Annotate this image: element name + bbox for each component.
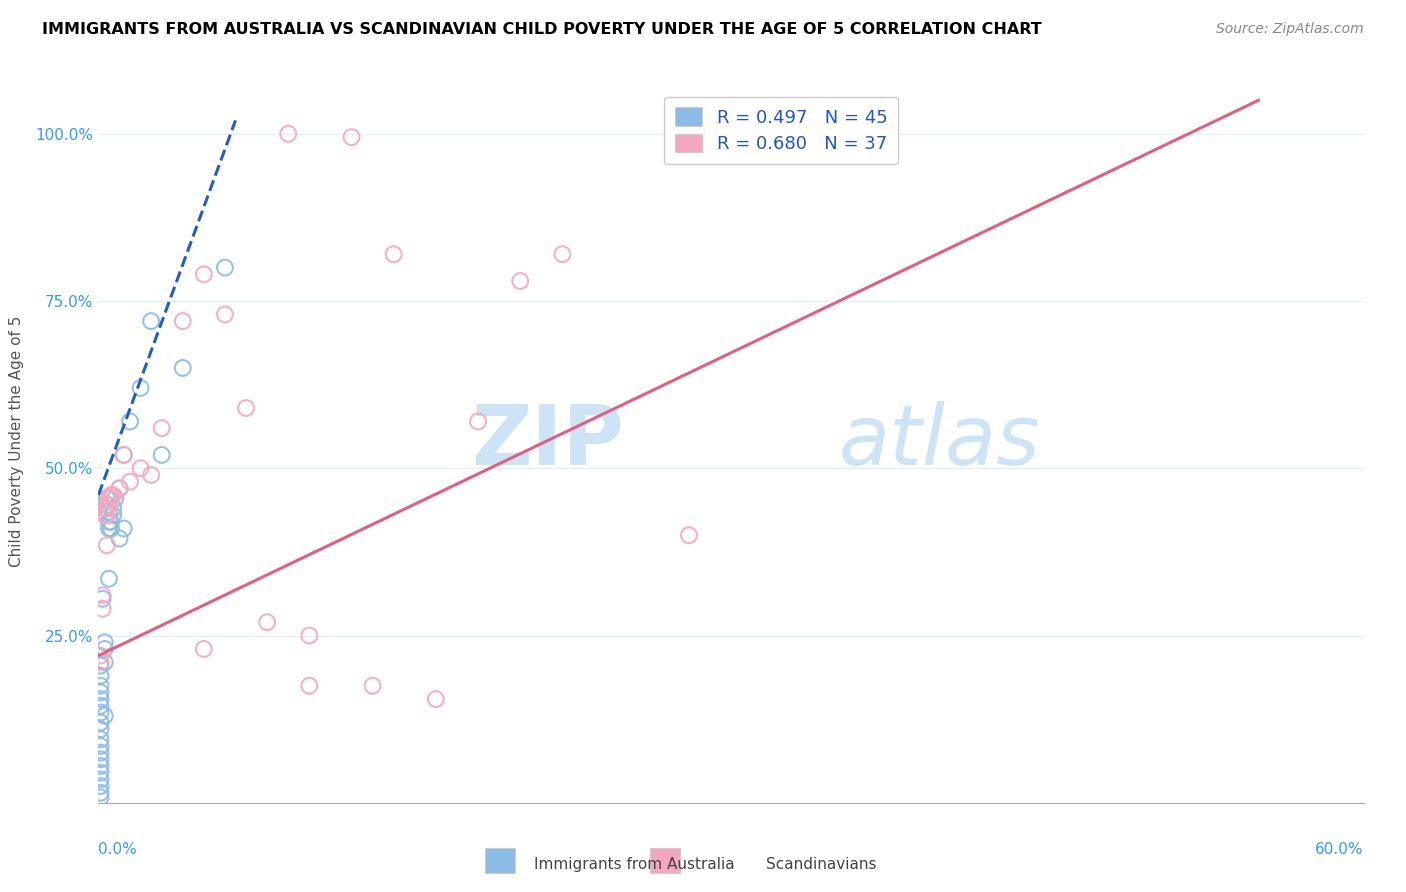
Point — [90, 698, 112, 713]
Bar — [651, 847, 681, 872]
Point — [90, 739, 112, 753]
Point — [193, 268, 215, 282]
Point — [90, 759, 112, 773]
Text: IMMIGRANTS FROM AUSTRALIA VS SCANDINAVIAN CHILD POVERTY UNDER THE AGE OF 5 CORRE: IMMIGRANTS FROM AUSTRALIA VS SCANDINAVIA… — [42, 22, 1042, 37]
Point — [551, 247, 574, 261]
Point — [256, 615, 278, 630]
Point — [129, 381, 152, 395]
Point — [93, 501, 117, 516]
Point — [98, 521, 121, 535]
Point — [91, 589, 114, 603]
Point — [96, 508, 118, 523]
Point — [172, 361, 194, 376]
Point — [193, 642, 215, 657]
Point — [90, 669, 112, 683]
Point — [129, 461, 152, 475]
Point — [103, 488, 125, 502]
Point — [103, 508, 125, 523]
Text: 60.0%: 60.0% — [1316, 842, 1364, 856]
Point — [120, 475, 141, 489]
Point — [93, 642, 117, 657]
Point — [96, 538, 118, 552]
Point — [678, 528, 700, 542]
Point — [214, 260, 236, 275]
Point — [93, 508, 117, 523]
Text: Scandinavians: Scandinavians — [766, 857, 877, 872]
Point — [93, 655, 117, 669]
Y-axis label: Child Poverty Under the Age of 5: Child Poverty Under the Age of 5 — [10, 316, 24, 567]
Point — [90, 715, 112, 730]
Point — [509, 274, 531, 288]
Point — [90, 648, 112, 663]
Point — [120, 414, 141, 429]
Point — [467, 414, 489, 429]
Point — [90, 685, 112, 699]
Point — [100, 521, 122, 535]
Point — [91, 591, 114, 606]
Point — [90, 772, 112, 787]
Point — [90, 786, 112, 800]
Legend: R = 0.497   N = 45, R = 0.680   N = 37: R = 0.497 N = 45, R = 0.680 N = 37 — [664, 96, 898, 164]
Point — [90, 779, 112, 793]
Point — [340, 130, 363, 145]
Point — [112, 521, 135, 535]
Point — [98, 491, 121, 506]
Point — [90, 765, 112, 780]
Point — [100, 491, 122, 506]
Point — [98, 515, 121, 529]
Point — [96, 491, 118, 506]
Text: 0.0%: 0.0% — [98, 842, 138, 856]
Point — [150, 448, 173, 462]
Point — [90, 746, 112, 760]
Point — [90, 679, 112, 693]
Point — [90, 706, 112, 720]
Point — [93, 635, 117, 649]
Point — [141, 467, 163, 482]
Point — [214, 307, 236, 322]
Point — [172, 314, 194, 328]
Point — [90, 658, 112, 673]
Point — [150, 421, 173, 435]
Point — [100, 488, 122, 502]
Point — [100, 515, 122, 529]
Text: atlas: atlas — [838, 401, 1040, 482]
Point — [90, 692, 112, 706]
Point — [96, 501, 118, 516]
Point — [104, 491, 127, 506]
Point — [91, 602, 114, 616]
Point — [382, 247, 405, 261]
Point — [108, 482, 131, 496]
Point — [103, 501, 125, 516]
Point — [108, 482, 131, 496]
Point — [298, 628, 321, 642]
Point — [96, 498, 118, 512]
Bar — [485, 847, 515, 872]
Point — [112, 448, 135, 462]
Point — [90, 655, 112, 669]
Point — [361, 679, 384, 693]
Point — [235, 401, 257, 416]
Text: Source: ZipAtlas.com: Source: ZipAtlas.com — [1216, 22, 1364, 37]
Point — [90, 752, 112, 766]
Text: Immigrants from Australia: Immigrants from Australia — [534, 857, 735, 872]
Point — [98, 498, 121, 512]
Point — [90, 732, 112, 747]
Point — [93, 708, 117, 723]
Point — [425, 692, 447, 706]
Point — [298, 679, 321, 693]
Point — [98, 572, 121, 586]
Point — [98, 505, 121, 519]
Point — [90, 790, 112, 805]
Point — [141, 314, 163, 328]
Point — [277, 127, 299, 141]
Point — [112, 448, 135, 462]
Point — [90, 723, 112, 737]
Text: ZIP: ZIP — [471, 401, 623, 482]
Point — [108, 532, 131, 546]
